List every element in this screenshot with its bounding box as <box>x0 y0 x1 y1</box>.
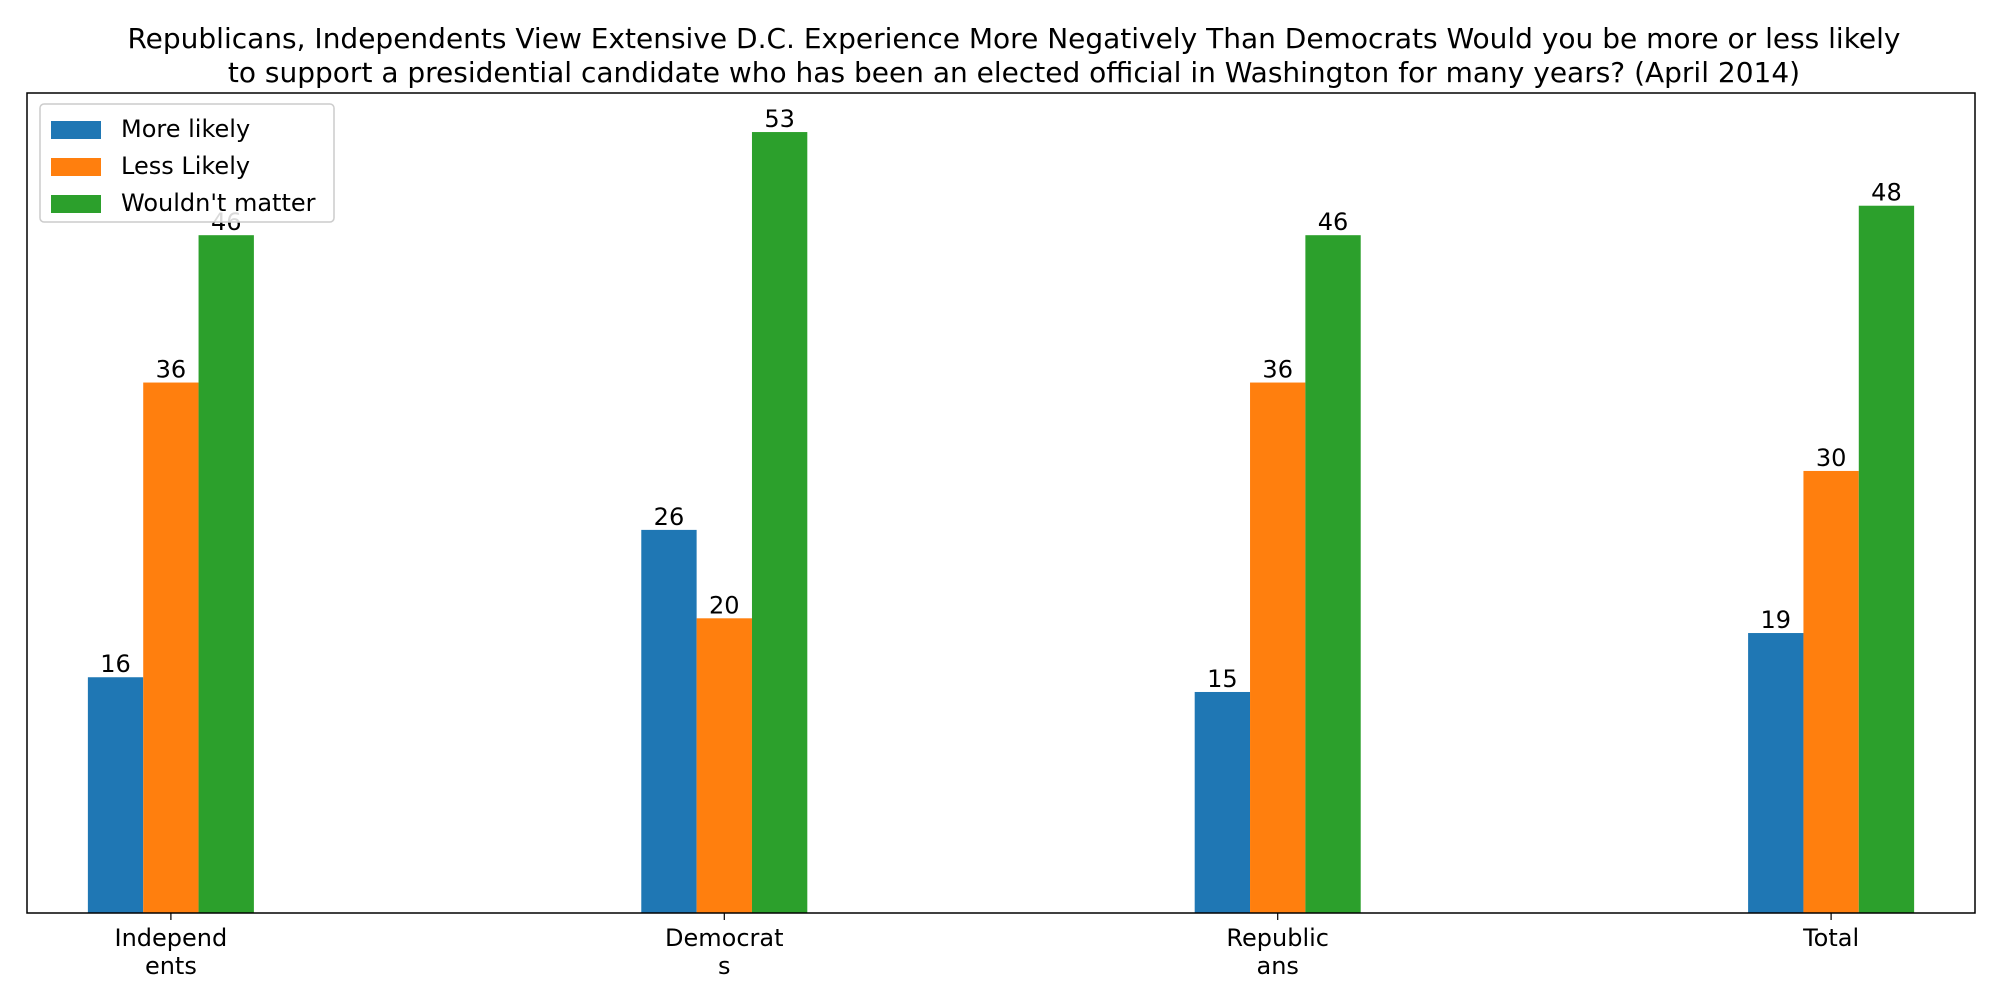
data-label: 48 <box>1871 179 1902 207</box>
data-label: 16 <box>100 650 131 678</box>
chart-title-line: Republicans, Independents View Extensive… <box>127 22 1900 55</box>
bar <box>751 132 808 914</box>
bar <box>1250 382 1306 914</box>
data-label: 19 <box>1760 606 1791 634</box>
legend-label: More likely <box>121 115 250 143</box>
bar <box>198 235 254 914</box>
bar <box>1194 691 1251 913</box>
x-axis: Independents Democrats Republicans Total <box>115 913 1859 980</box>
x-tick-label: Republic <box>1226 924 1329 952</box>
legend-label: Less Likely <box>121 152 250 180</box>
x-tick-label: Total <box>1802 924 1859 952</box>
legend-swatch <box>51 195 101 213</box>
data-labels: 162615193620363046534648 <box>100 105 1901 693</box>
bar <box>696 618 752 913</box>
x-tick-label: ents <box>145 952 197 980</box>
data-label: 26 <box>654 503 685 531</box>
x-tick-label: Democrat <box>665 924 784 952</box>
legend-label: Wouldn't matter <box>121 189 316 217</box>
chart-title: Republicans, Independents View Extensive… <box>127 22 1900 89</box>
bar <box>1748 633 1804 913</box>
bar <box>87 677 144 913</box>
chart-title-line: to support a presidential candidate who … <box>228 56 1800 89</box>
legend-box <box>39 103 335 223</box>
bar <box>1803 470 1859 913</box>
bar <box>1305 235 1361 914</box>
data-label: 15 <box>1207 665 1238 693</box>
bar <box>1858 205 1915 914</box>
bar <box>641 529 697 913</box>
data-label: 30 <box>1816 444 1847 472</box>
legend-swatch <box>51 121 101 139</box>
data-label: 36 <box>1262 356 1293 384</box>
data-label: 36 <box>156 356 187 384</box>
plot-frame <box>26 92 1976 914</box>
bars <box>87 132 1915 914</box>
x-tick-label: s <box>718 952 731 980</box>
x-tick-label: ans <box>1256 952 1298 980</box>
data-label: 53 <box>764 105 795 133</box>
legend-swatch <box>51 158 101 176</box>
x-tick-label: Independ <box>115 924 228 952</box>
legend: More likely Less Likely Wouldn't matter <box>39 103 335 223</box>
bar <box>143 382 199 914</box>
data-label: 20 <box>709 591 740 619</box>
data-label: 46 <box>1318 208 1349 236</box>
